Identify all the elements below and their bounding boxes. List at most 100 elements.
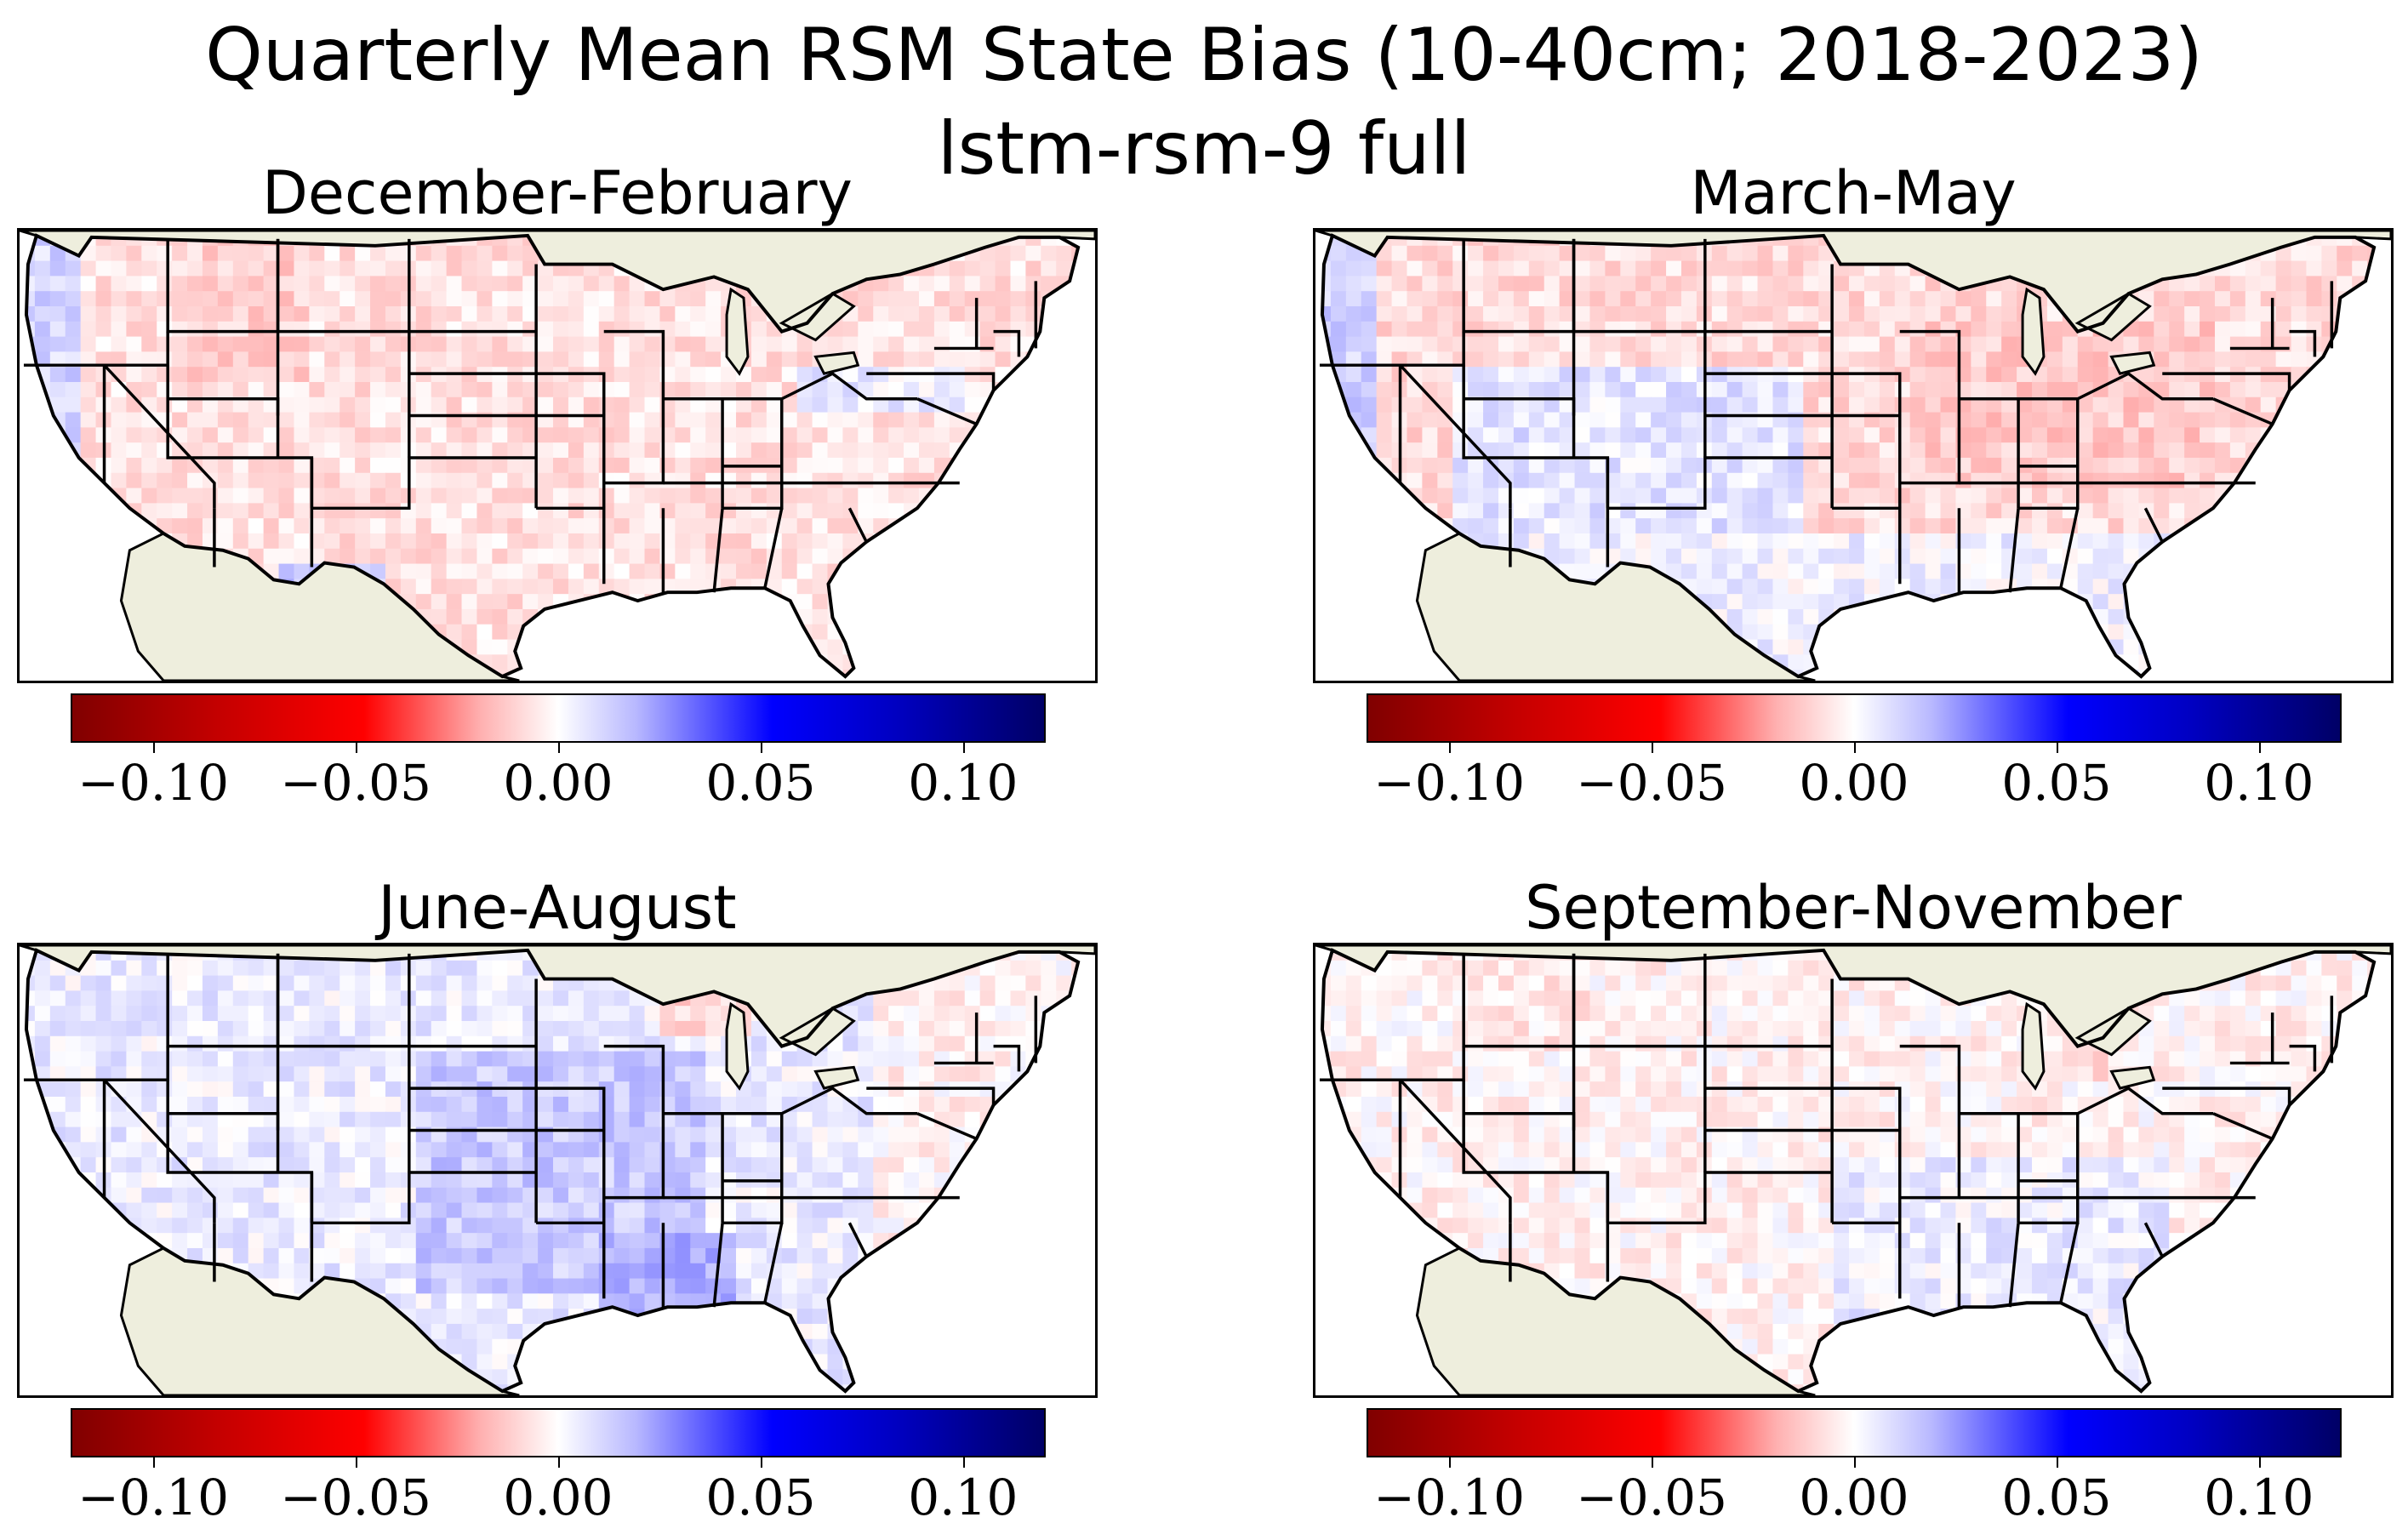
- state-border: [2162, 346, 2291, 426]
- figure-subtitle: lstm-rsm-9 full: [937, 106, 1471, 191]
- state-border: [1398, 1079, 1512, 1223]
- state-border: [536, 1087, 606, 1299]
- state-border: [663, 465, 960, 510]
- colorbar-tick-label: −0.05: [280, 754, 431, 812]
- great-lake: [779, 1007, 856, 1057]
- state-border: [1703, 953, 1834, 1223]
- colorbar-tick: [2056, 741, 2058, 753]
- colorbar: −0.10 −0.05 0.00 0.05 0.10: [71, 1408, 1046, 1522]
- state-border: [722, 372, 917, 466]
- colorbar-tick: [356, 741, 358, 753]
- colorbar-tick: [2056, 1456, 2058, 1468]
- colorbar-tick: [153, 1456, 156, 1468]
- colorbar-tick-label: 0.05: [2001, 754, 2112, 812]
- colorbar-tick-label: 0.10: [2204, 754, 2314, 812]
- great-lake: [2021, 287, 2046, 376]
- colorbar-tick: [2258, 1456, 2261, 1468]
- colorbar-tick: [962, 741, 965, 753]
- colorbar-tick-label: −0.10: [1373, 754, 1526, 812]
- state-border: [213, 1171, 537, 1282]
- state-border: [408, 238, 538, 509]
- map-panel-march-may: [1313, 228, 2394, 683]
- great-lake: [2109, 351, 2156, 375]
- state-border: [866, 346, 996, 426]
- state-border: [1319, 331, 1465, 367]
- state-border: [1832, 372, 1902, 585]
- figure-title: Quarterly Mean RSM State Bias (10-40cm; …: [205, 13, 2203, 98]
- colorbar-tick: [356, 1456, 358, 1468]
- state-border: [1319, 1046, 1465, 1081]
- colorbar-tick: [760, 1456, 762, 1468]
- map-panel-june-august: [17, 943, 1098, 1398]
- state-border: [663, 1179, 960, 1225]
- map-svg: [1315, 945, 2391, 1395]
- map-panel-september-november: [1313, 943, 2394, 1398]
- great-lake: [725, 287, 750, 376]
- state-border: [102, 364, 216, 509]
- country-outline: [1320, 948, 2377, 1394]
- colorbar-tick: [962, 1456, 965, 1468]
- state-border: [2270, 281, 2334, 357]
- colorbar-tick-label: 0.05: [2001, 1469, 2112, 1526]
- colorbar-tick: [1449, 741, 1452, 753]
- colorbar: −0.10 −0.05 0.00 0.05 0.10: [1367, 1408, 2342, 1522]
- colorbar-tick-label: 0.10: [908, 754, 1019, 812]
- colorbar-tick-label: −0.10: [77, 754, 230, 812]
- state-border: [1959, 465, 2256, 510]
- state-border: [1959, 1179, 2256, 1225]
- colorbar: −0.10 −0.05 0.00 0.05 0.10: [1367, 693, 2342, 807]
- colorbar-tick-label: 0.10: [2204, 1469, 2314, 1526]
- colorbar-tick: [1854, 1456, 1856, 1468]
- state-border: [1832, 1087, 1902, 1299]
- state-border: [1957, 507, 2164, 593]
- state-border: [213, 456, 537, 568]
- colorbar-tick-label: 0.00: [503, 754, 613, 812]
- colorbar-tick: [760, 741, 762, 753]
- state-border: [661, 1222, 868, 1308]
- colorbar-tick: [153, 741, 156, 753]
- country-outline: [24, 233, 1081, 679]
- state-border: [1957, 1222, 2164, 1308]
- map-svg: [20, 231, 1095, 681]
- panel-title-march-may: March-May: [1690, 158, 2017, 228]
- state-border: [408, 953, 538, 1223]
- colorbar-tick: [2258, 741, 2261, 753]
- map-svg: [1315, 231, 2391, 681]
- state-border: [1509, 1171, 1833, 1282]
- colorbar-tick-label: 0.05: [705, 1469, 816, 1526]
- colorbar-tick-label: 0.05: [705, 754, 816, 812]
- colorbar-tick-label: −0.05: [1576, 1469, 1727, 1526]
- state-border: [23, 1046, 169, 1081]
- state-border: [536, 372, 606, 585]
- state-border: [974, 995, 1038, 1072]
- great-lake: [813, 351, 860, 375]
- great-lake: [2074, 292, 2152, 342]
- colorbar-tick-label: 0.00: [503, 1469, 613, 1526]
- map-svg: [20, 945, 1095, 1395]
- great-lake: [779, 292, 856, 342]
- state-border: [974, 281, 1038, 357]
- state-border: [2270, 995, 2334, 1072]
- state-border: [102, 1079, 216, 1223]
- state-border: [1703, 238, 1834, 509]
- panel-title-september-november: September-November: [1525, 873, 2182, 943]
- panel-title-june-august: June-August: [378, 873, 737, 943]
- colorbar: −0.10 −0.05 0.00 0.05 0.10: [71, 693, 1046, 807]
- colorbar-tick-label: 0.00: [1799, 754, 1909, 812]
- great-lake: [813, 1065, 860, 1090]
- colorbar-tick: [1652, 1456, 1654, 1468]
- state-border: [722, 1087, 917, 1181]
- colorbar-tick-label: −0.05: [1576, 754, 1727, 812]
- colorbar-tick-label: −0.05: [280, 1469, 431, 1526]
- state-border: [661, 507, 868, 593]
- great-lake: [725, 1001, 750, 1091]
- state-border: [2162, 1061, 2291, 1141]
- great-lake: [2021, 1001, 2046, 1091]
- colorbar-tick: [1652, 741, 1654, 753]
- colorbar-tick-label: −0.10: [1373, 1469, 1526, 1526]
- state-border: [2018, 372, 2213, 466]
- country-outline: [24, 948, 1081, 1394]
- state-border: [1398, 364, 1512, 509]
- colorbar-tick-label: −0.10: [77, 1469, 230, 1526]
- colorbar-tick-label: 0.00: [1799, 1469, 1909, 1526]
